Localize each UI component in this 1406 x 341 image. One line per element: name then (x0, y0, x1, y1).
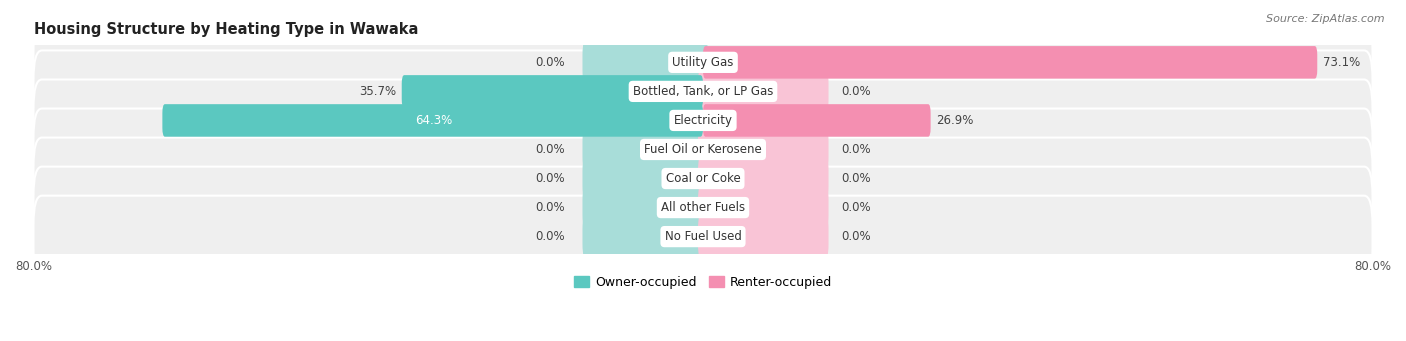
FancyBboxPatch shape (162, 104, 703, 137)
FancyBboxPatch shape (582, 124, 709, 175)
Text: 0.0%: 0.0% (841, 143, 870, 156)
FancyBboxPatch shape (582, 153, 709, 204)
Text: Bottled, Tank, or LP Gas: Bottled, Tank, or LP Gas (633, 85, 773, 98)
FancyBboxPatch shape (582, 38, 709, 87)
Text: Coal or Coke: Coal or Coke (665, 172, 741, 185)
FancyBboxPatch shape (703, 104, 931, 137)
Text: 0.0%: 0.0% (536, 201, 565, 214)
FancyBboxPatch shape (697, 212, 828, 262)
Text: Electricity: Electricity (673, 114, 733, 127)
Text: 0.0%: 0.0% (841, 201, 870, 214)
FancyBboxPatch shape (697, 182, 828, 233)
FancyBboxPatch shape (34, 79, 1372, 161)
FancyBboxPatch shape (34, 167, 1372, 249)
FancyBboxPatch shape (34, 196, 1372, 278)
Text: 0.0%: 0.0% (536, 230, 565, 243)
FancyBboxPatch shape (582, 212, 709, 262)
FancyBboxPatch shape (582, 182, 709, 233)
Text: 0.0%: 0.0% (841, 230, 870, 243)
FancyBboxPatch shape (34, 50, 1372, 132)
Text: 35.7%: 35.7% (359, 85, 396, 98)
Text: Source: ZipAtlas.com: Source: ZipAtlas.com (1267, 14, 1385, 24)
FancyBboxPatch shape (697, 66, 828, 116)
Text: 0.0%: 0.0% (536, 172, 565, 185)
Legend: Owner-occupied, Renter-occupied: Owner-occupied, Renter-occupied (568, 271, 838, 294)
Text: 0.0%: 0.0% (536, 56, 565, 69)
FancyBboxPatch shape (402, 75, 703, 108)
Text: 0.0%: 0.0% (841, 85, 870, 98)
FancyBboxPatch shape (34, 137, 1372, 220)
Text: 26.9%: 26.9% (936, 114, 974, 127)
Text: No Fuel Used: No Fuel Used (665, 230, 741, 243)
Text: 73.1%: 73.1% (1323, 56, 1361, 69)
FancyBboxPatch shape (34, 21, 1372, 103)
Text: 0.0%: 0.0% (536, 143, 565, 156)
Text: Fuel Oil or Kerosene: Fuel Oil or Kerosene (644, 143, 762, 156)
Text: All other Fuels: All other Fuels (661, 201, 745, 214)
Text: 64.3%: 64.3% (415, 114, 453, 127)
Text: Utility Gas: Utility Gas (672, 56, 734, 69)
FancyBboxPatch shape (34, 108, 1372, 190)
Text: Housing Structure by Heating Type in Wawaka: Housing Structure by Heating Type in Waw… (34, 22, 418, 37)
FancyBboxPatch shape (703, 46, 1317, 79)
Text: 0.0%: 0.0% (841, 172, 870, 185)
FancyBboxPatch shape (697, 153, 828, 204)
FancyBboxPatch shape (697, 124, 828, 175)
